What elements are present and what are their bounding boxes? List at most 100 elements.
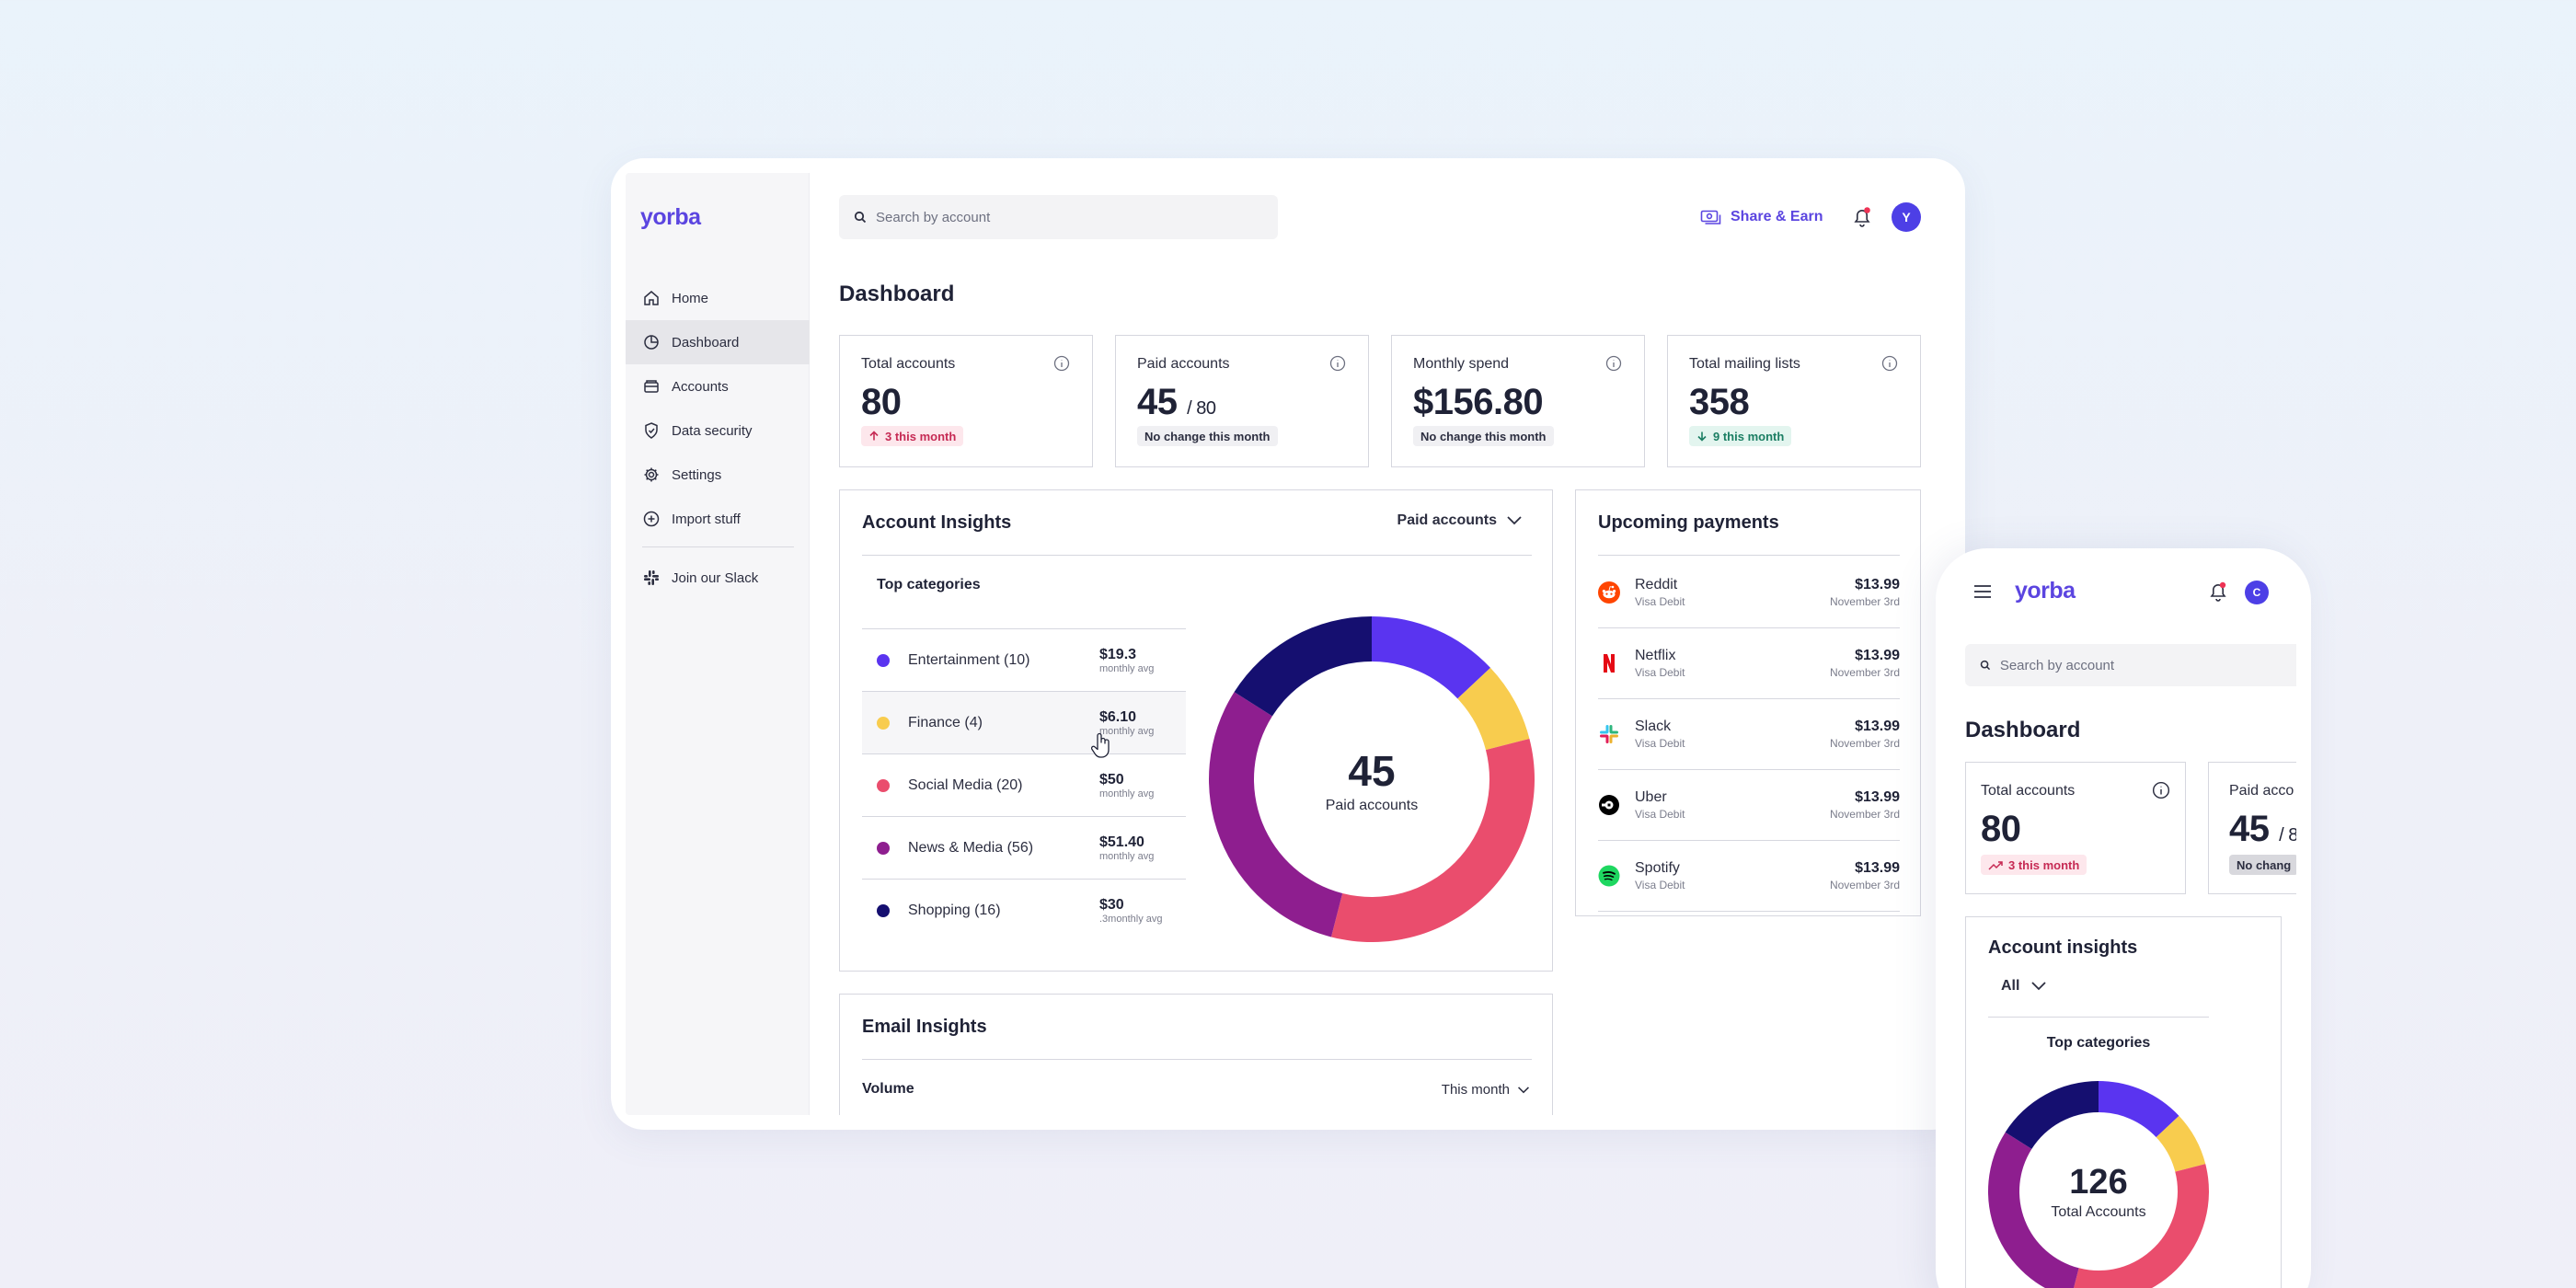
donut-slice-finance[interactable] (1457, 667, 1530, 751)
donut-slice-finance[interactable] (2156, 1115, 2206, 1172)
info-icon[interactable] (1053, 355, 1070, 372)
payment-date: November 3rd (1829, 595, 1900, 608)
donut-slice-shopping[interactable] (1234, 616, 1372, 717)
arrow-down-icon (1697, 431, 1707, 442)
email-insights-panel: Email Insights Volume This month (839, 994, 1553, 1115)
plus-circle-icon (643, 511, 660, 527)
panel-title: Email Insights (862, 1017, 987, 1037)
category-row[interactable]: Entertainment (10) $19.3 monthly avg (862, 628, 1186, 691)
category-amount: $19.3 (1099, 646, 1137, 662)
reddit-icon (1598, 581, 1620, 604)
home-icon (644, 291, 659, 305)
notifications-button[interactable] (1849, 204, 1875, 230)
info-icon[interactable] (1605, 355, 1622, 372)
category-color-dot (877, 841, 890, 855)
logo: yorba (640, 204, 701, 230)
sidebar-item-settings[interactable]: Settings (626, 453, 810, 497)
payment-method: Visa Debit (1635, 595, 1685, 608)
payment-name: Netflix (1635, 648, 1676, 663)
info-icon[interactable] (1881, 355, 1898, 372)
mobile-insights-filter-dropdown[interactable]: All (2001, 978, 2047, 995)
info-icon[interactable] (1329, 355, 1346, 372)
insights-filter-dropdown[interactable]: Paid accounts (1397, 512, 1523, 529)
payment-row-netflix[interactable]: Netflix Visa Debit $13.99 November 3rd (1598, 628, 1900, 699)
donut-slice-entertainment[interactable] (2099, 1081, 2179, 1138)
sidebar-item-accounts[interactable]: Accounts (626, 364, 810, 408)
payment-amount: $13.99 (1855, 789, 1900, 805)
category-color-dot (877, 716, 890, 730)
category-avg: monthly avg (1099, 850, 1155, 862)
payment-name: Uber (1635, 789, 1667, 805)
period-dropdown[interactable]: This month (1442, 1082, 1530, 1098)
stat-label: Paid acco (2229, 783, 2294, 799)
category-row[interactable]: Finance (4) $6.10 monthly avg (862, 691, 1186, 753)
donut-slice-news[interactable] (1988, 1132, 2079, 1288)
payment-row-slack[interactable]: Slack Visa Debit $13.99 November 3rd (1598, 699, 1900, 770)
payment-amount: $13.99 (1855, 860, 1900, 876)
payment-row-spotify[interactable]: Spotify Visa Debit $13.99 November 3rd (1598, 841, 1900, 912)
share-earn-label: Share & Earn (1731, 209, 1823, 224)
mobile-stat-card-total-accounts: Total accounts 80 3 this month (1965, 762, 2186, 894)
donut-center-label: Total Accounts (2051, 1204, 2146, 1220)
donut-slice-entertainment[interactable] (1372, 616, 1491, 699)
search-bar[interactable] (839, 195, 1278, 239)
trend-badge: No change this month (1137, 426, 1278, 446)
payment-date: November 3rd (1829, 737, 1900, 750)
payment-row-uber[interactable]: Uber Visa Debit $13.99 November 3rd (1598, 770, 1900, 841)
donut-slice-news[interactable] (1209, 692, 1343, 937)
trend-badge: No chang (2229, 855, 2296, 875)
search-input[interactable] (876, 209, 1244, 225)
category-row[interactable]: Shopping (16) $30.3monthly avg (862, 879, 1186, 941)
sidebar-item-home[interactable]: Home (626, 276, 810, 320)
sidebar-item-label: Dashboard (672, 334, 740, 351)
category-amount: $30 (1099, 896, 1124, 913)
hand-cursor-icon (1090, 732, 1110, 758)
stat-label: Total mailing lists (1689, 356, 1800, 372)
mobile-search-input[interactable] (1999, 657, 2296, 673)
sidebar-item-dashboard[interactable]: Dashboard (626, 320, 810, 364)
mobile-avatar[interactable]: C (2245, 581, 2269, 604)
payment-amount: $13.99 (1855, 648, 1900, 663)
bell-icon[interactable] (2205, 579, 2231, 604)
hamburger-menu-icon[interactable] (1972, 583, 1993, 600)
trend-badge: 3 this month (861, 426, 964, 446)
stat-card-paid-accounts: Paid accounts 45 / 80 No change this mon… (1115, 335, 1369, 467)
wallet-icon (644, 380, 659, 393)
sidebar-item-join-slack[interactable]: Join our Slack (626, 556, 810, 600)
donut-slice-social[interactable] (1330, 738, 1535, 942)
sidebar-divider (642, 546, 794, 547)
category-color-dot (877, 653, 890, 667)
category-row[interactable]: Social Media (20) $50 monthly avg (862, 753, 1186, 816)
sidebar-item-label: Home (672, 290, 709, 306)
uber-icon (1599, 795, 1619, 815)
donut-slice-social[interactable] (2071, 1164, 2209, 1288)
category-amount: $51.40 (1099, 834, 1144, 850)
payment-method: Visa Debit (1635, 666, 1685, 679)
sidebar-item-label: Import stuff (672, 511, 741, 527)
avatar[interactable]: Y (1892, 202, 1921, 232)
donut-slice-shopping[interactable] (2005, 1081, 2099, 1149)
money-icon (1700, 210, 1721, 224)
stat-value: 358 (1689, 382, 1750, 422)
category-row[interactable]: News & Media (56) $51.40 monthly avg (862, 816, 1186, 879)
info-icon[interactable] (2152, 781, 2170, 799)
sidebar-item-import-stuff[interactable]: Import stuff (626, 497, 810, 541)
category-name: Entertainment (10) (908, 651, 1030, 668)
sidebar-item-data-security[interactable]: Data security (626, 408, 810, 453)
category-avg: monthly avg (1099, 788, 1155, 799)
mobile-page-title: Dashboard (1965, 718, 2081, 742)
payment-amount: $13.99 (1855, 719, 1900, 734)
netflix-icon (1604, 654, 1615, 673)
payment-row-reddit[interactable]: Reddit Visa Debit $13.99 November 3rd (1598, 558, 1900, 628)
stat-label: Total accounts (1981, 783, 2076, 799)
shield-icon (645, 422, 658, 439)
mobile-logo: yorba (2015, 578, 2076, 604)
pie-chart-icon (644, 335, 659, 350)
mobile-search-bar[interactable] (1965, 644, 2296, 686)
top-categories-heading: Top categories (877, 577, 981, 592)
category-avg: .3monthly avg (1099, 913, 1163, 925)
stat-card-total-mailing-lists: Total mailing lists 358 9 this month (1667, 335, 1921, 467)
share-earn-button[interactable]: Share & Earn (1700, 204, 1823, 230)
trend-badge: 9 this month (1689, 426, 1792, 446)
payment-method: Visa Debit (1635, 737, 1685, 750)
